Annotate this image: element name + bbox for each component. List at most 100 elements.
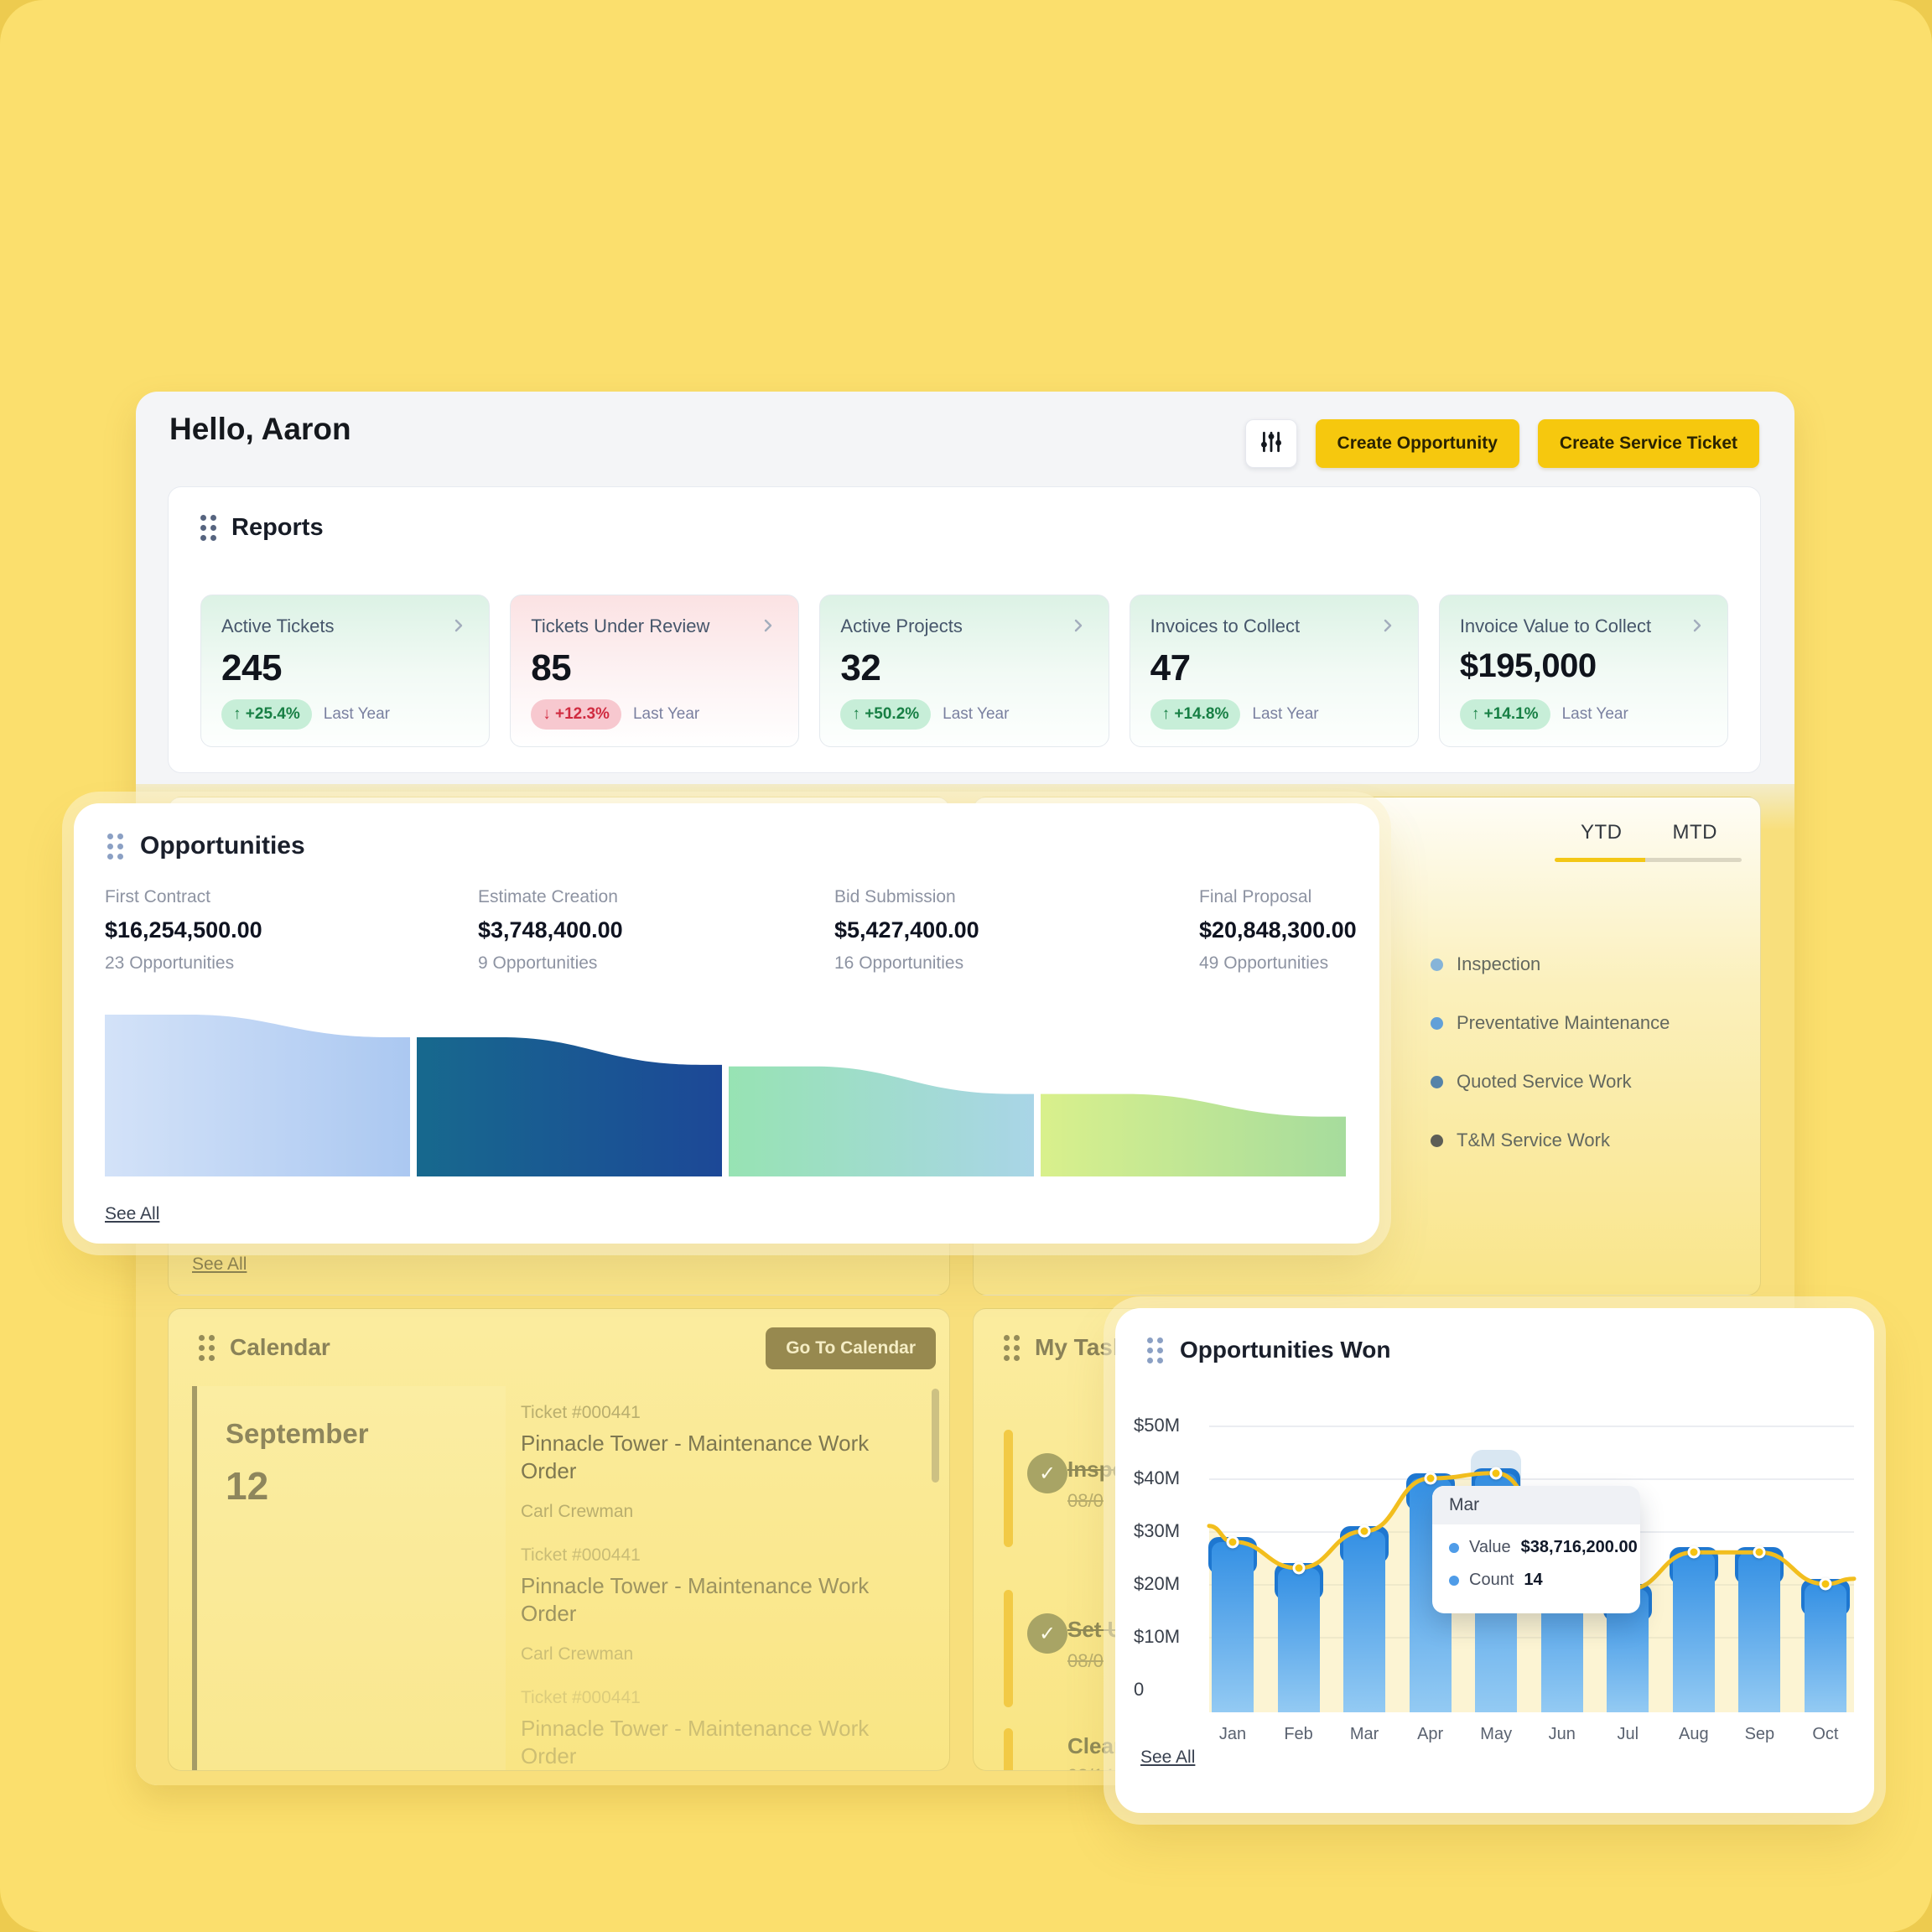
- x-axis-label: Feb: [1284, 1725, 1313, 1743]
- x-axis-label: Jan: [1218, 1725, 1247, 1743]
- x-axis-label: Jul: [1617, 1725, 1639, 1743]
- page-title: Hello, Aaron: [169, 412, 351, 446]
- see-all-link-dimmed[interactable]: See All: [192, 1254, 247, 1274]
- x-axis-label: Jun: [1548, 1725, 1576, 1743]
- bar-Aug[interactable]: [1672, 1552, 1715, 1712]
- event-title[interactable]: Pinnacle Tower - Maintenance Work Order: [521, 1431, 870, 1483]
- event-ticket: Ticket #000441: [521, 1545, 641, 1565]
- scrollbar[interactable]: [932, 1389, 939, 1483]
- chevron-right-icon[interactable]: [449, 615, 469, 636]
- line-marker-Mar: [1358, 1524, 1371, 1538]
- header-controls: Create Opportunity Create Service Ticket: [1244, 419, 1759, 468]
- category-legend: Inspection Preventative Maintenance Quot…: [1431, 953, 1670, 1190]
- funnel-segment-4[interactable]: [1041, 1093, 1346, 1176]
- calendar-panel: Calendar Go To Calendar September 12 Tic…: [168, 1308, 950, 1771]
- kpi-value: 47: [1150, 647, 1191, 688]
- drag-handle-icon[interactable]: [1004, 1334, 1020, 1361]
- kpi-period: Last Year: [1561, 705, 1628, 723]
- go-to-calendar-button[interactable]: Go To Calendar: [766, 1327, 936, 1369]
- task-date: 08/0: [1067, 1490, 1104, 1511]
- y-axis-label: $30M: [1134, 1520, 1181, 1541]
- y-axis-label: $10M: [1134, 1626, 1181, 1647]
- chevron-right-icon[interactable]: [758, 615, 778, 636]
- legend-item: Quoted Service Work: [1431, 1071, 1670, 1092]
- create-service-ticket-button[interactable]: Create Service Ticket: [1537, 419, 1759, 468]
- task-check-icon[interactable]: ✓: [1027, 1613, 1067, 1654]
- drag-handle-icon[interactable]: [199, 1334, 215, 1361]
- calendar-event-list: Ticket #000441 Pinnacle Tower - Maintena…: [521, 1309, 914, 1770]
- x-axis-label: Mar: [1349, 1725, 1379, 1743]
- drag-handle-icon[interactable]: [200, 515, 216, 541]
- reports-title: Reports: [231, 514, 324, 541]
- see-all-link[interactable]: See All: [105, 1204, 160, 1223]
- kpi-card-invoice-value-to-collect[interactable]: Invoice Value to Collect $195,000 ↑ +14.…: [1438, 595, 1729, 747]
- opportunities-won-title: Opportunities Won: [1180, 1337, 1391, 1363]
- task-label[interactable]: Inspe: [1067, 1457, 1124, 1482]
- kpi-period: Last Year: [632, 705, 700, 723]
- bar-Feb[interactable]: [1277, 1568, 1320, 1712]
- funnel-segment-3[interactable]: [729, 1066, 1034, 1176]
- kpi-period: Last Year: [1252, 705, 1319, 723]
- kpi-value: 85: [531, 647, 572, 688]
- kpi-card-active-projects[interactable]: Active Projects 32 ↑ +50.2% Last Year: [819, 595, 1109, 747]
- kpi-label: Active Projects: [840, 615, 963, 636]
- line-marker-Feb: [1292, 1561, 1306, 1575]
- task-label[interactable]: Set U: [1067, 1617, 1124, 1642]
- bar-Sep[interactable]: [1738, 1552, 1781, 1712]
- kpi-period: Last Year: [323, 705, 391, 723]
- kpi-trend-badge: ↑ +14.1%: [1459, 699, 1550, 730]
- drag-handle-icon[interactable]: [1147, 1337, 1163, 1363]
- bar-Mar[interactable]: [1343, 1531, 1386, 1712]
- y-axis-label: 0: [1134, 1679, 1145, 1700]
- task-check-icon[interactable]: ✓: [1027, 1453, 1067, 1493]
- chevron-right-icon[interactable]: [1068, 615, 1088, 636]
- legend-dot-icon: [1431, 1016, 1443, 1030]
- period-tabs: YTD MTD: [1555, 821, 1742, 862]
- event-title[interactable]: Pinnacle Tower - Maintenance Work Order: [521, 1573, 870, 1626]
- filter-button[interactable]: [1244, 419, 1297, 468]
- kpi-label: Invoices to Collect: [1150, 615, 1301, 636]
- calendar-date-block[interactable]: September 12: [192, 1386, 506, 1770]
- gridline: [1209, 1637, 1854, 1639]
- tab-mtd[interactable]: MTD: [1672, 821, 1717, 844]
- stage-estimate-creation: Estimate Creation $3,748,400.00 9 Opport…: [478, 887, 623, 973]
- kpi-card-active-tickets[interactable]: Active Tickets 245 ↑ +25.4% Last Year: [200, 595, 491, 747]
- chevron-right-icon[interactable]: [1378, 615, 1398, 636]
- opportunities-funnel-chart[interactable]: [105, 1015, 1346, 1176]
- see-all-link[interactable]: See All: [1140, 1748, 1196, 1767]
- kpi-trend-badge: ↑ +50.2%: [840, 699, 932, 730]
- legend-dot-icon: [1431, 958, 1443, 971]
- tooltip-dot-icon: [1449, 1575, 1459, 1586]
- stage-bid-submission: Bid Submission $5,427,400.00 16 Opportun…: [834, 887, 979, 973]
- stage-final-proposal: Final Proposal $20,848,300.00 49 Opportu…: [1199, 887, 1357, 973]
- kpi-value: 32: [840, 647, 881, 688]
- kpi-row: Active Tickets 245 ↑ +25.4% Last Year Ti…: [200, 595, 1729, 747]
- bar-Jan[interactable]: [1212, 1541, 1254, 1712]
- kpi-card-tickets-under-review[interactable]: Tickets Under Review 85 ↓ +12.3% Last Ye…: [510, 595, 800, 747]
- x-axis-label: May: [1480, 1725, 1513, 1743]
- event-title[interactable]: Pinnacle Tower - Maintenance Work Order: [521, 1716, 870, 1768]
- task-date: 08/14: [1067, 1765, 1114, 1770]
- gridline: [1209, 1478, 1854, 1480]
- opportunities-won-card: Opportunities Won $50M $40M $30M $20M $10M 0 J…: [1115, 1308, 1874, 1813]
- chevron-right-icon[interactable]: [1687, 615, 1707, 636]
- task-label[interactable]: Clear: [1067, 1733, 1123, 1758]
- y-axis-label: $40M: [1134, 1467, 1181, 1488]
- drag-handle-icon[interactable]: [107, 833, 123, 860]
- x-axis-label: Aug: [1679, 1725, 1709, 1743]
- x-axis-label: Sep: [1744, 1725, 1775, 1743]
- kpi-period: Last Year: [943, 705, 1010, 723]
- funnel-segment-1[interactable]: [105, 1015, 410, 1176]
- legend-item: Inspection: [1431, 953, 1670, 974]
- funnel-segment-2[interactable]: [417, 1037, 722, 1176]
- event-ticket: Ticket #000441: [521, 1403, 641, 1422]
- gridline: [1209, 1426, 1854, 1427]
- create-opportunity-button[interactable]: Create Opportunity: [1315, 419, 1519, 468]
- tab-ytd[interactable]: YTD: [1581, 821, 1623, 844]
- kpi-label: Active Tickets: [221, 615, 335, 636]
- event-assignee: Carl Crewman: [521, 1644, 634, 1664]
- bar-Oct[interactable]: [1804, 1584, 1846, 1712]
- kpi-label: Tickets Under Review: [531, 615, 710, 636]
- kpi-card-invoices-to-collect[interactable]: Invoices to Collect 47 ↑ +14.8% Last Yea…: [1129, 595, 1419, 747]
